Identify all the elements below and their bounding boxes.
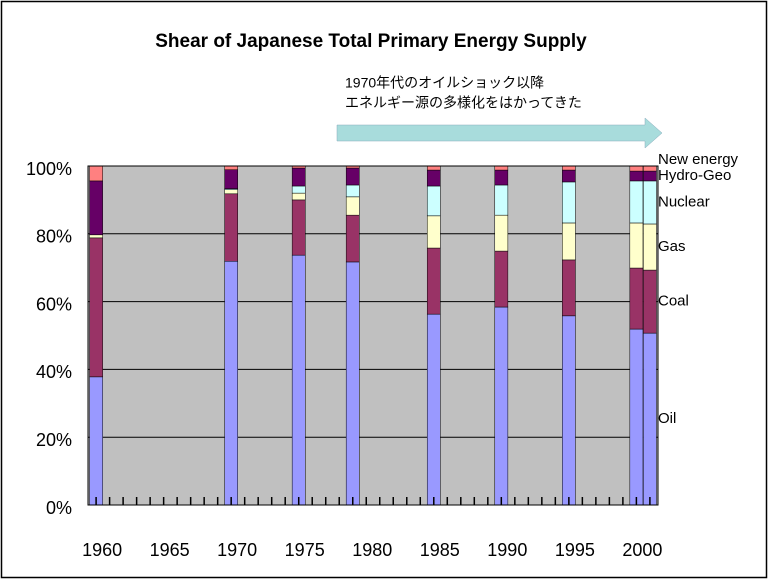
bar-segment [291, 199, 306, 256]
x-tick-label: 1975 [285, 540, 325, 560]
bar-segment [224, 169, 238, 189]
bar-segment [426, 185, 441, 217]
bar-segment [494, 169, 509, 186]
y-tick-label: 80% [36, 227, 72, 247]
bar-segment [494, 214, 509, 252]
bar-segment [494, 184, 509, 216]
bar-segment [224, 189, 238, 195]
bar-segment [562, 222, 576, 261]
bar-segment [291, 167, 306, 187]
bar-segment [345, 196, 360, 216]
y-tick-label: 100% [26, 159, 72, 179]
bar-segment [494, 250, 509, 308]
bar-segment [494, 306, 509, 506]
bar-segment [426, 215, 441, 249]
y-tick-label: 60% [36, 294, 72, 314]
x-tick-label: 1965 [150, 540, 190, 560]
bar-segment [89, 376, 103, 506]
bar-segment [629, 328, 644, 506]
bar-segment [89, 180, 103, 236]
bar-segment [224, 165, 238, 170]
bar-segment [291, 185, 306, 194]
series-label: Oil [658, 410, 676, 427]
bar-segment [643, 332, 657, 506]
chart-title: Shear of Japanese Total Primary Energy S… [155, 31, 587, 52]
bar-segment [629, 165, 644, 172]
bar-segment [562, 259, 576, 317]
bar-segment [643, 180, 657, 225]
annotation-line: エネルギー源の多様化をはかってきた [345, 95, 582, 111]
series-label: Coal [658, 293, 689, 310]
bar-segment [291, 254, 306, 506]
bar-segment [629, 170, 644, 182]
x-tick-label: 1985 [420, 540, 460, 560]
bar-segment [643, 223, 657, 271]
bar-segment [345, 214, 360, 263]
bar-segment [426, 313, 441, 506]
bar-segment [562, 181, 576, 224]
bar-segment [426, 247, 441, 315]
bar-segment [629, 222, 644, 269]
bar-segment [224, 261, 238, 506]
series-label: Nuclear [658, 193, 710, 210]
x-tick-label: 1990 [487, 540, 527, 560]
y-tick-label: 20% [36, 430, 72, 450]
bar-segment [629, 267, 644, 330]
bar-segment [494, 165, 509, 171]
bar-segment [89, 237, 103, 378]
x-tick-label: 1980 [352, 540, 392, 560]
plot-frame [87, 165, 659, 506]
bar-segment [629, 180, 644, 224]
annotation-line: 1970年代のオイルショック以降 [345, 75, 544, 91]
x-tick-label: 1960 [82, 540, 122, 560]
y-tick-label: 40% [36, 362, 72, 382]
bar-segment [291, 192, 306, 201]
x-tick-label: 1995 [555, 540, 595, 560]
bar-segment [562, 165, 576, 171]
bar-segment [426, 165, 441, 171]
x-tick-label: 1970 [217, 540, 257, 560]
bar-segment [345, 261, 360, 506]
bar-segment [345, 167, 360, 186]
bar-segment [562, 169, 576, 183]
bar-segment [224, 193, 238, 262]
x-tick-label: 2000 [622, 540, 662, 560]
bar-segment [89, 165, 103, 182]
series-label: Hydro-Geo [658, 167, 731, 184]
series-label: New energy [658, 151, 739, 168]
annotation-arrow [336, 117, 663, 149]
bar-segment [345, 184, 360, 198]
bar-segment [426, 169, 441, 187]
bar-segment [643, 165, 657, 172]
bar-segment [89, 234, 103, 239]
bar-segment [643, 170, 657, 182]
series-label: Gas [658, 238, 686, 255]
y-tick-label: 0% [46, 498, 72, 518]
bar-segment [643, 269, 657, 334]
bar-segment [562, 315, 576, 506]
